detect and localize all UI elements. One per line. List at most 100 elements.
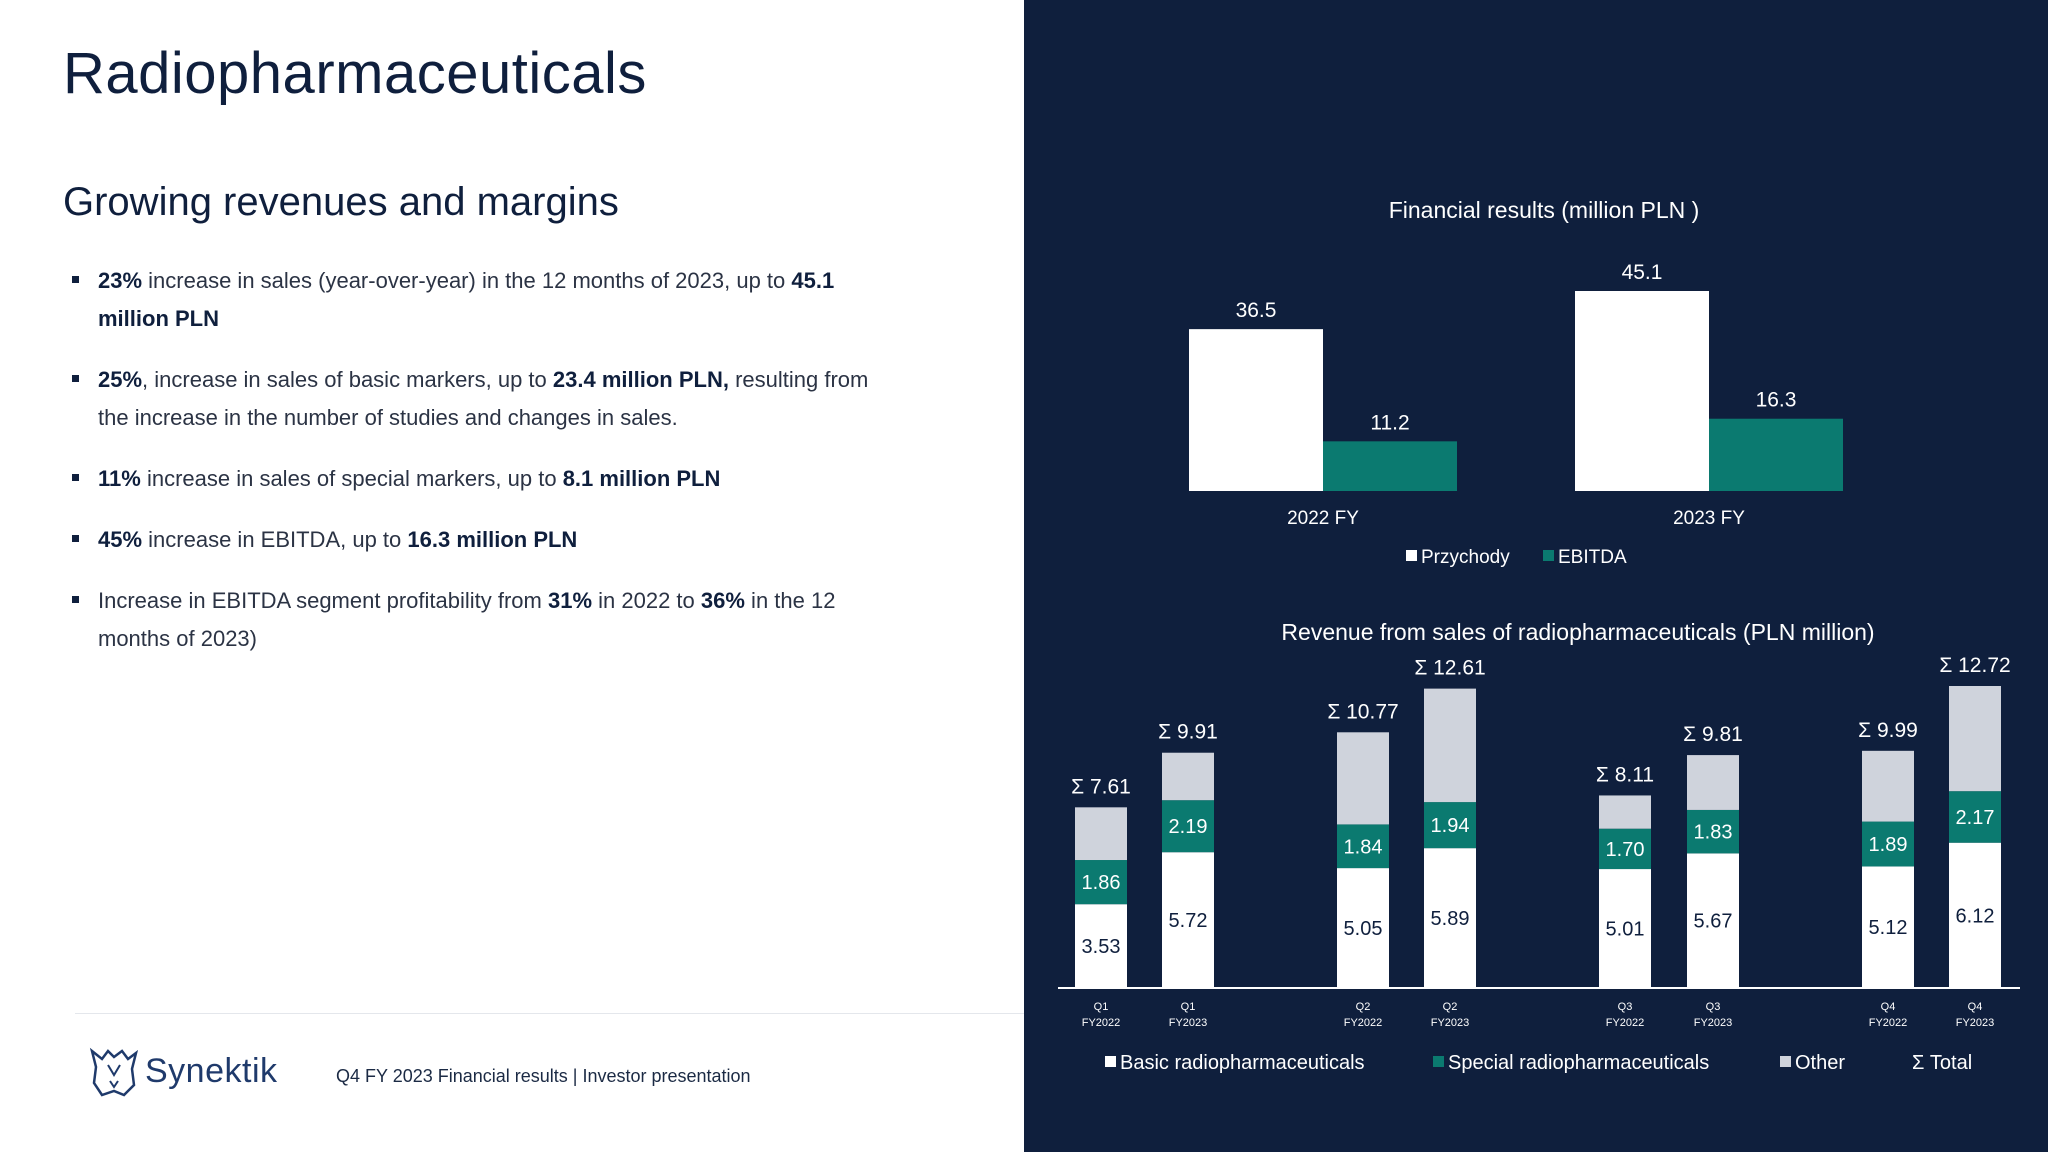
category-label: Q3 xyxy=(1706,1001,1721,1013)
bar-ebitda xyxy=(1709,418,1843,491)
stack-segment xyxy=(1599,828,1651,870)
segment-label: 5.67 xyxy=(1694,911,1733,933)
right-panel: Financial results (million PLN ) 36.5 11.2… xyxy=(1024,0,2048,1152)
legend-label: Σ Total xyxy=(1912,1052,1972,1074)
stack-segment xyxy=(1075,860,1127,905)
stack-segment xyxy=(1337,732,1389,825)
bullet-highlight: 16.3 million PLN xyxy=(407,527,578,552)
bullet-text: Increase in EBITDA segment profitability… xyxy=(98,588,548,613)
category-label: FY2023 xyxy=(1694,1017,1733,1029)
bullet-text: resulting from the increase in the numbe… xyxy=(98,367,869,430)
total-label: Σ 8.11 xyxy=(1596,763,1654,786)
radiopharma-revenue-chart: Revenue from sales of radiopharmaceutica… xyxy=(1058,619,2020,1074)
stack-segment xyxy=(1862,750,1914,822)
total-label: Σ 9.91 xyxy=(1158,721,1218,744)
chart-title: Revenue from sales of radiopharmaceutica… xyxy=(1281,619,1874,645)
footer-divider xyxy=(75,1013,1024,1014)
stack-segment xyxy=(1862,821,1914,867)
bullet-text: in the 12 months of 2023) xyxy=(98,588,836,651)
segment-label: 6.12 xyxy=(1956,905,1995,927)
category-label: FY2022 xyxy=(1082,1017,1121,1029)
slide-subtitle: Growing revenues and margins xyxy=(63,180,619,224)
category-label: FY2023 xyxy=(1431,1017,1470,1029)
bullet-highlight: 23% xyxy=(98,268,143,293)
bullet-highlight: 25% xyxy=(98,367,143,392)
slide-title: Radiopharmaceuticals xyxy=(63,41,647,106)
stack-segment xyxy=(1862,866,1914,988)
bullet-text: in 2022 to xyxy=(592,588,701,613)
bullet-highlight: 31% xyxy=(547,588,593,613)
data-label: 45.1 xyxy=(1622,261,1663,284)
data-label: 36.5 xyxy=(1236,299,1277,322)
category-label: FY2022 xyxy=(1869,1017,1908,1029)
bar-przychody xyxy=(1575,291,1709,491)
stack-segment xyxy=(1687,755,1739,810)
segment-label: 5.05 xyxy=(1344,918,1383,940)
segment-label: 3.53 xyxy=(1082,936,1121,958)
bullet-item: 45% increase in EBITDA, up to 16.3 milli… xyxy=(70,521,890,559)
bar-ebitda xyxy=(1323,441,1457,491)
category-label: 2023 FY xyxy=(1673,508,1745,529)
stack-segment xyxy=(1599,795,1651,829)
data-label: 11.2 xyxy=(1370,411,1409,434)
data-label: 16.3 xyxy=(1756,389,1797,412)
bullet-highlight: 8.1 million PLN xyxy=(562,466,721,491)
bullet-item: 23% increase in sales (year-over-year) i… xyxy=(70,262,890,338)
total-label: Σ 9.99 xyxy=(1858,719,1918,742)
stack-segment xyxy=(1162,800,1214,853)
total-label: Σ 7.61 xyxy=(1071,775,1131,798)
stack-segment xyxy=(1075,807,1127,861)
total-label: Σ 9.81 xyxy=(1683,723,1743,746)
stack-segment xyxy=(1424,688,1476,803)
stack-segment xyxy=(1949,686,2001,792)
bullet-text: increase in sales (year-over-year) in th… xyxy=(142,268,792,293)
financial-results-chart: Financial results (million PLN ) 36.5 11.2… xyxy=(1189,197,1843,568)
legend-label: EBITDA xyxy=(1558,547,1627,568)
footer-text: Q4 FY 2023 Financial results | Investor … xyxy=(336,1066,751,1086)
legend-label: Przychody xyxy=(1421,547,1510,568)
category-label: FY2023 xyxy=(1169,1017,1208,1029)
bullet-item: 25%, increase in sales of basic markers,… xyxy=(70,361,890,437)
category-label: Q4 xyxy=(1881,1001,1896,1013)
stack-segment xyxy=(1949,791,2001,843)
legend-swatch xyxy=(1543,550,1554,561)
bullet-text: increase in EBITDA, up to xyxy=(142,527,408,552)
chart-title: Financial results (million PLN ) xyxy=(1389,197,1700,223)
legend-swatch xyxy=(1433,1056,1444,1067)
stack-segment xyxy=(1687,809,1739,854)
logo-wordmark: Synektik xyxy=(145,1052,278,1090)
category-label: FY2023 xyxy=(1956,1017,1995,1029)
category-label: Q4 xyxy=(1968,1001,1983,1013)
segment-label: 5.12 xyxy=(1869,917,1908,939)
segment-label: 2.19 xyxy=(1169,816,1208,838)
segment-label: 1.89 xyxy=(1869,834,1908,856)
legend-label: Special radiopharmaceuticals xyxy=(1448,1052,1709,1074)
segment-label: 1.84 xyxy=(1344,836,1383,858)
stack-segment xyxy=(1075,904,1127,988)
stack-segment xyxy=(1424,802,1476,849)
legend-swatch xyxy=(1780,1056,1791,1067)
category-label: FY2022 xyxy=(1606,1017,1645,1029)
stack-segment xyxy=(1687,853,1739,988)
legend-swatch xyxy=(1105,1056,1116,1067)
stack-segment xyxy=(1337,868,1389,988)
segment-label: 1.94 xyxy=(1431,815,1470,837)
category-label: Q2 xyxy=(1356,1001,1371,1013)
stack-segment xyxy=(1424,848,1476,988)
bullet-highlight: 36% xyxy=(700,588,745,613)
category-label: Q1 xyxy=(1094,1001,1109,1013)
segment-label: 1.70 xyxy=(1606,839,1645,861)
segment-label: 5.01 xyxy=(1606,919,1645,941)
stack-segment xyxy=(1337,824,1389,869)
stack-segment xyxy=(1949,842,2001,988)
stack-segment xyxy=(1599,869,1651,988)
total-label: Σ 12.72 xyxy=(1939,654,2010,677)
bullet-item: 11% increase in sales of special markers… xyxy=(70,460,890,498)
category-label: FY2022 xyxy=(1344,1017,1383,1029)
segment-label: 1.86 xyxy=(1082,872,1121,894)
stack-segment xyxy=(1162,852,1214,988)
bullet-highlight: 45.1 million PLN xyxy=(98,268,835,331)
total-label: Σ 10.77 xyxy=(1327,700,1398,723)
bullet-list: 23% increase in sales (year-over-year) i… xyxy=(70,262,890,681)
legend-label: Other xyxy=(1795,1052,1845,1074)
